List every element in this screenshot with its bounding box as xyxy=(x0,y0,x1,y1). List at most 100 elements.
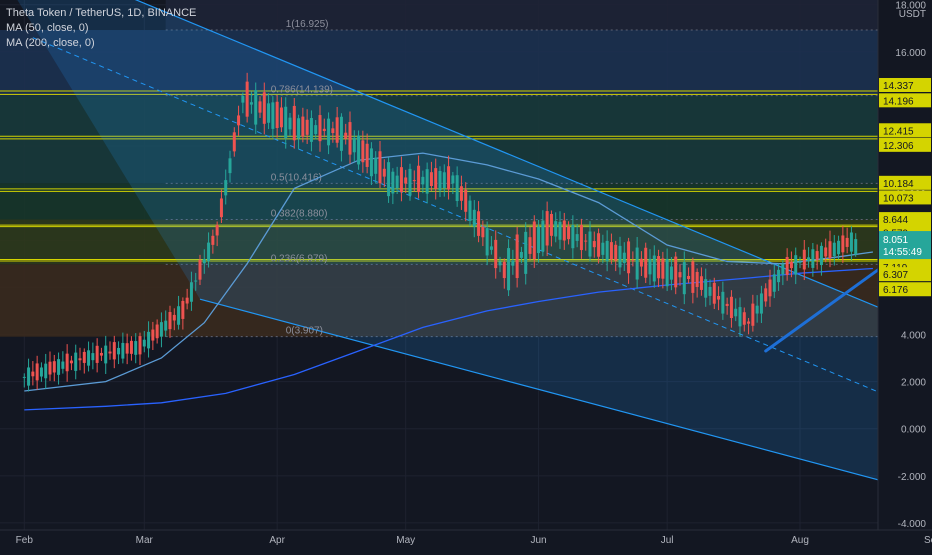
candle-body xyxy=(849,232,853,252)
price-badge-1 xyxy=(879,93,931,108)
candle-body xyxy=(369,148,373,177)
candle-body xyxy=(185,297,189,304)
currency-label: USDT xyxy=(899,9,926,20)
candle-body xyxy=(138,336,142,355)
candle-body xyxy=(528,237,532,254)
price-badge-10 xyxy=(879,267,931,282)
channel-upper xyxy=(134,0,899,317)
y-tick-label-1: 16.000 xyxy=(895,48,926,59)
candle-body xyxy=(57,359,61,375)
candle-body xyxy=(194,280,198,282)
candle-body xyxy=(48,361,52,375)
candle-body xyxy=(438,170,442,191)
y-tick-label-10: -2.000 xyxy=(898,472,927,483)
candle-body xyxy=(481,226,485,238)
candle-body xyxy=(421,176,425,185)
y-tick-label-8: 2.000 xyxy=(901,378,926,389)
candle-body xyxy=(305,119,309,135)
x-tick-label-3: May xyxy=(396,535,415,546)
candle-body xyxy=(172,314,176,321)
candle-body xyxy=(695,271,699,287)
candle-body xyxy=(155,324,159,339)
candle-body xyxy=(811,249,815,268)
candle-body xyxy=(734,308,738,317)
candle-body xyxy=(164,320,168,331)
candle-body xyxy=(639,258,643,267)
candle-body xyxy=(807,257,811,262)
candle-body xyxy=(494,239,498,269)
fib-zone-2 xyxy=(0,95,878,184)
channel-lower xyxy=(199,298,899,486)
candle-body xyxy=(378,151,382,184)
candle-body xyxy=(168,312,172,330)
candle-body xyxy=(318,115,322,142)
candle-body xyxy=(759,293,763,314)
indicator-ma50[interactable]: MA (50, close, 0) xyxy=(6,22,89,34)
candle-body xyxy=(819,245,823,266)
price-badge-0 xyxy=(879,77,931,92)
candle-body xyxy=(78,358,82,361)
candle-body xyxy=(648,258,652,275)
candle-body xyxy=(87,350,91,366)
candle-body xyxy=(314,125,318,135)
candle-body xyxy=(52,361,56,373)
candle-body xyxy=(545,211,549,246)
candle-body xyxy=(558,221,562,240)
candle-body xyxy=(502,261,506,279)
price-badge-text-6: 8.644 xyxy=(883,215,908,226)
candle-body xyxy=(549,213,553,236)
indicator-ma200[interactable]: MA (200, close, 0) xyxy=(6,37,95,49)
candle-body xyxy=(738,307,742,327)
symbol-title[interactable]: Theta Token / TetherUS, 1D, BINANCE xyxy=(6,7,197,19)
candle-body xyxy=(189,282,193,302)
candle-body xyxy=(215,225,219,236)
candle-body xyxy=(207,242,211,262)
price-badge-5 xyxy=(879,190,931,205)
chart-legend: Theta Token / TetherUS, 1D, BINANCE MA (… xyxy=(6,6,196,51)
candle-body xyxy=(382,168,386,177)
candle-body xyxy=(121,342,125,359)
candle-body xyxy=(841,235,845,253)
fib-label-4: 0.236(6.979) xyxy=(271,253,328,264)
candle-body xyxy=(584,240,588,242)
candle-body xyxy=(657,256,661,279)
candle-body xyxy=(802,249,806,270)
candle-body xyxy=(117,347,121,355)
price-badge-text-0: 14.337 xyxy=(883,81,914,92)
candle-body xyxy=(747,321,751,324)
candle-body xyxy=(61,361,65,369)
candle-body xyxy=(597,233,601,257)
price-badge-text-2: 12.415 xyxy=(883,126,914,137)
candle-body xyxy=(742,312,746,325)
price-badge-text-1: 14.196 xyxy=(883,96,914,107)
candle-body xyxy=(408,168,412,196)
candle-body xyxy=(271,102,275,129)
candle-body xyxy=(554,221,558,237)
candle-body xyxy=(789,262,793,269)
candle-body xyxy=(412,180,416,182)
candle-body xyxy=(344,132,348,139)
candle-body xyxy=(721,291,725,314)
candle-body xyxy=(854,239,858,255)
candle-body xyxy=(622,252,626,264)
candle-body xyxy=(361,140,365,163)
candle-body xyxy=(348,122,352,155)
candle-body xyxy=(99,352,103,356)
x-axis-bg xyxy=(0,530,932,550)
candle-body xyxy=(104,345,108,364)
candle-body xyxy=(254,90,258,125)
candle-body xyxy=(159,322,163,337)
candle-body xyxy=(567,226,571,240)
candle-body xyxy=(609,242,613,260)
candle-body xyxy=(267,103,271,123)
candle-body xyxy=(781,263,785,275)
candle-body xyxy=(704,279,708,298)
candle-body xyxy=(699,276,703,290)
candle-body xyxy=(682,262,686,295)
candle-body xyxy=(232,132,236,152)
candle-body xyxy=(785,257,789,275)
candle-body xyxy=(691,261,695,293)
candle-body xyxy=(644,247,648,278)
